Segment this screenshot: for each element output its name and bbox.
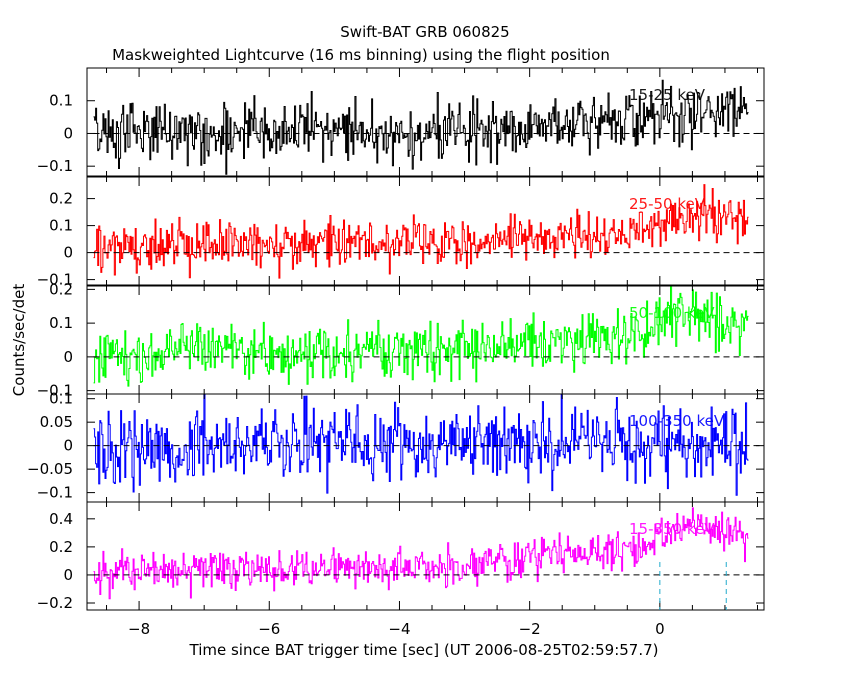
panel-3: 50-100 keV −0.1 0 0.1 0.2: [37, 280, 765, 400]
y-tick-label: −0.05: [27, 460, 73, 478]
x-tick-label: −4: [388, 620, 410, 638]
y-tick-label: 0.2: [49, 280, 73, 298]
chart-subtitle: Maskweighted Lightcurve (16 ms binning) …: [112, 46, 610, 64]
x-tick-label: −2: [519, 620, 541, 638]
x-axis-label: Time since BAT trigger time [sec] (UT 20…: [189, 641, 659, 659]
series-label: 15-25 keV: [629, 86, 706, 104]
series-line-2: [93, 184, 749, 279]
x-tick-label: −8: [128, 620, 150, 638]
y-axis-label: Counts/sec/det: [10, 284, 28, 397]
panels-group: 15-25 keV−0.100.125-50 keV−0.100.10.250-…: [27, 67, 765, 638]
x-tick-label: −6: [258, 620, 280, 638]
y-tick-label: −0.2: [37, 594, 73, 612]
y-tick-label: 0: [63, 244, 73, 262]
y-tick-label: −0.1: [37, 484, 73, 502]
x-tick-label: 0: [655, 620, 665, 638]
panel-4: 100-350 keV −0.1 −0.05 0 0.05 0.1: [27, 390, 765, 503]
y-tick-label: −0.1: [37, 157, 73, 175]
series-label: 50-100 keV: [629, 304, 715, 322]
y-tick-label: 0.1: [49, 92, 73, 110]
series-label: 100-350 keV: [629, 412, 725, 430]
y-tick-label: 0.1: [49, 314, 73, 332]
panel-frame: [86, 67, 765, 177]
y-tick-label: 0.05: [40, 413, 73, 431]
y-tick-label: 0: [63, 566, 73, 584]
y-tick-label: 0.4: [49, 510, 73, 528]
series-line-1: [93, 79, 749, 175]
series-line-3: [93, 286, 749, 387]
series-label: 15-350 keV: [629, 520, 715, 538]
y-tick-label: −0.1: [37, 271, 73, 289]
y-tick-label: −0.1: [37, 382, 73, 400]
y-tick-label: 0: [63, 437, 73, 455]
series-line-4: [93, 394, 749, 496]
panel-frame: [86, 176, 765, 286]
panel-frame: [86, 501, 765, 611]
y-tick-label: 0: [63, 124, 73, 142]
y-tick-label: 0: [63, 348, 73, 366]
series-line-5: [93, 507, 749, 600]
y-tick-label: 0.1: [49, 390, 73, 408]
series-label: 25-50 keV: [629, 195, 706, 213]
y-tick-label: 0.2: [49, 538, 73, 556]
y-tick-label: 0.1: [49, 217, 73, 235]
panel-2: 25-50 keV −0.1 0 0.1 0.2: [37, 176, 765, 289]
y-tick-label: 0.2: [49, 190, 73, 208]
chart-title: Swift-BAT GRB 060825: [340, 23, 509, 41]
panel-1: 15-25 keV −0.1 0 0.1: [37, 67, 765, 177]
panel-5: 15-350 keV −0.2 0 0.2 0.4: [37, 501, 765, 612]
